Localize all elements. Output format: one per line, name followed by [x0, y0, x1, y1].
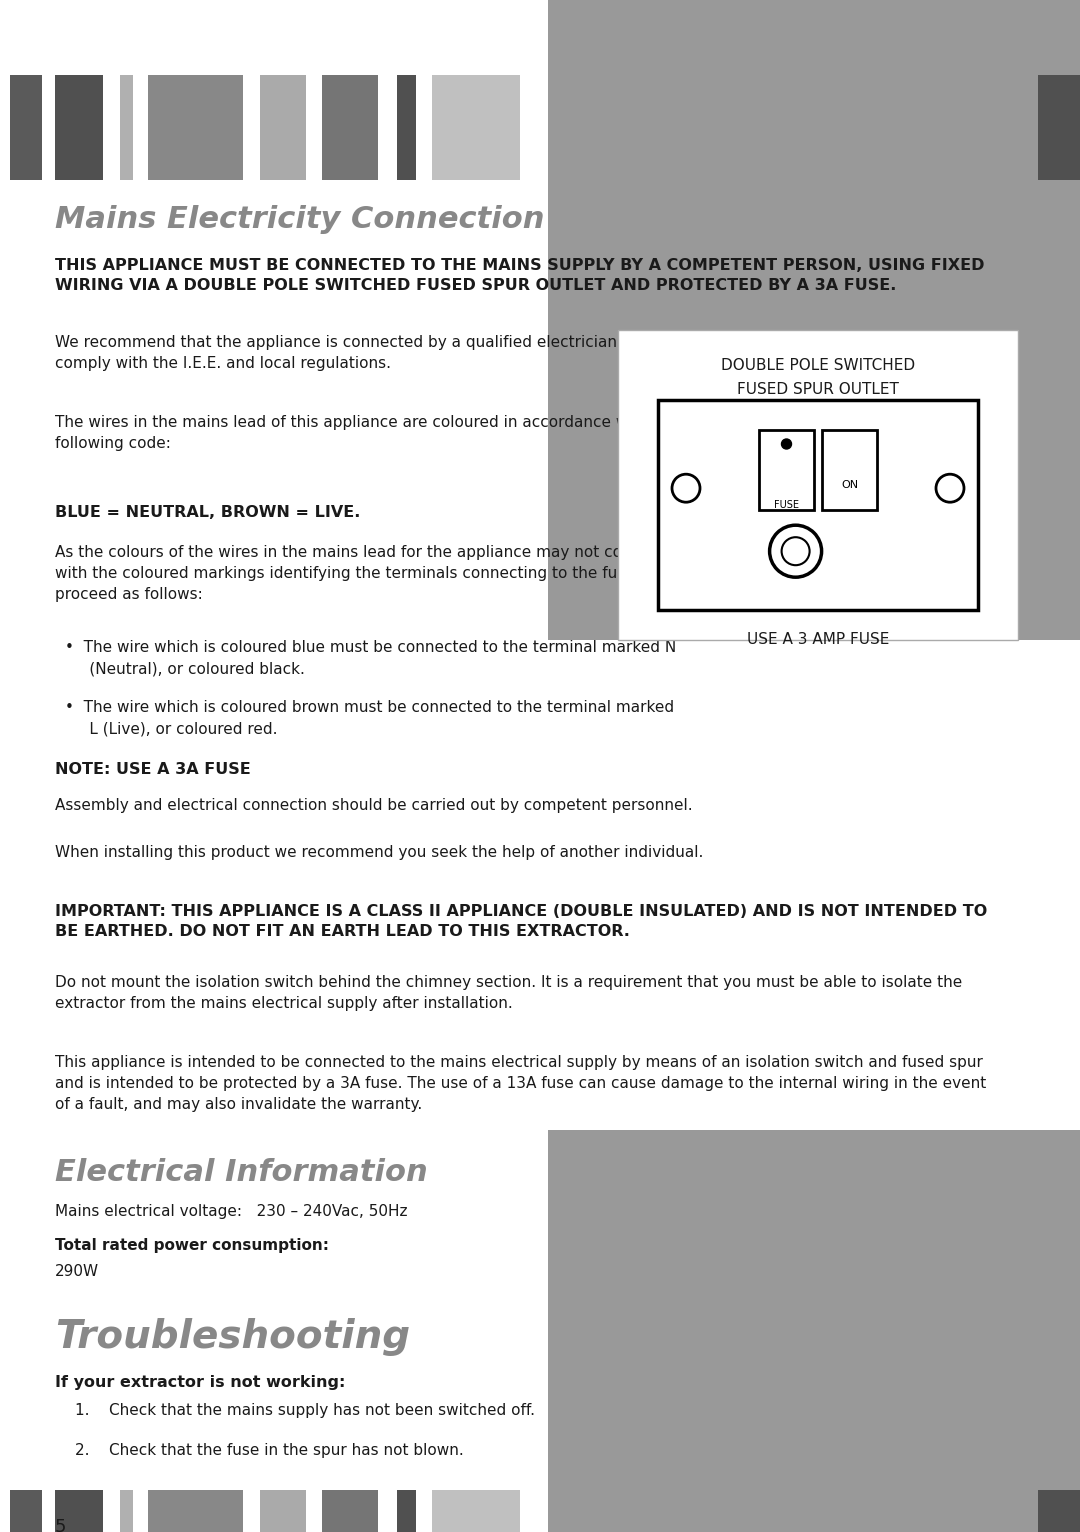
Text: If your extractor is not working:: If your extractor is not working:: [55, 1376, 346, 1390]
Bar: [1038, 1491, 1080, 1532]
Text: 2.    Check that the fuse in the spur has not blown.: 2. Check that the fuse in the spur has n…: [75, 1443, 463, 1458]
Bar: [55, 1491, 103, 1532]
Text: Electrical Information: Electrical Information: [55, 1158, 428, 1187]
Bar: [148, 75, 243, 179]
Bar: [322, 1491, 378, 1532]
Bar: [548, 1131, 1080, 1532]
Bar: [10, 1491, 42, 1532]
Bar: [10, 75, 42, 179]
Bar: [260, 1491, 306, 1532]
Text: Do not mount the isolation switch behind the chimney section. It is a requiremen: Do not mount the isolation switch behind…: [55, 974, 962, 1011]
Circle shape: [936, 475, 964, 502]
Text: 5: 5: [55, 1518, 67, 1532]
Bar: [1038, 75, 1080, 179]
Text: DOUBLE POLE SWITCHED: DOUBLE POLE SWITCHED: [721, 358, 915, 372]
Text: Troubleshooting: Troubleshooting: [55, 1318, 410, 1356]
Circle shape: [672, 475, 700, 502]
Text: BLUE = NEUTRAL, BROWN = LIVE.: BLUE = NEUTRAL, BROWN = LIVE.: [55, 506, 361, 519]
Text: ON: ON: [841, 480, 859, 490]
Bar: [759, 430, 814, 510]
Bar: [658, 400, 978, 610]
Bar: [260, 75, 306, 179]
Circle shape: [770, 525, 822, 578]
Text: THIS APPLIANCE MUST BE CONNECTED TO THE MAINS SUPPLY BY A COMPETENT PERSON, USIN: THIS APPLIANCE MUST BE CONNECTED TO THE …: [55, 257, 985, 293]
Text: When installing this product we recommend you seek the help of another individua: When installing this product we recommen…: [55, 846, 703, 859]
Circle shape: [782, 440, 792, 449]
Text: Mains electrical voltage:   230 – 240Vac, 50Hz: Mains electrical voltage: 230 – 240Vac, …: [55, 1204, 407, 1219]
Text: NOTE: USE A 3A FUSE: NOTE: USE A 3A FUSE: [55, 761, 251, 777]
Bar: [822, 430, 877, 510]
Bar: [548, 0, 1080, 640]
Bar: [120, 1491, 133, 1532]
Bar: [432, 75, 519, 179]
Text: This appliance is intended to be connected to the mains electrical supply by mea: This appliance is intended to be connect…: [55, 1056, 986, 1112]
Text: Mains Electricity Connection: Mains Electricity Connection: [55, 205, 544, 234]
Text: The wires in the mains lead of this appliance are coloured in accordance with th: The wires in the mains lead of this appl…: [55, 415, 678, 450]
Text: USE A 3 AMP FUSE: USE A 3 AMP FUSE: [746, 633, 889, 647]
Text: IMPORTANT: THIS APPLIANCE IS A CLASS II APPLIANCE (DOUBLE INSULATED) AND IS NOT : IMPORTANT: THIS APPLIANCE IS A CLASS II …: [55, 904, 987, 939]
Bar: [55, 75, 103, 179]
Text: 290W: 290W: [55, 1264, 99, 1279]
Bar: [120, 75, 133, 179]
Circle shape: [782, 538, 810, 565]
Bar: [618, 329, 1018, 640]
Text: 1.    Check that the mains supply has not been switched off.: 1. Check that the mains supply has not b…: [75, 1403, 535, 1419]
Text: We recommend that the appliance is connected by a qualified electrician, who is : We recommend that the appliance is conne…: [55, 336, 995, 371]
Text: •  The wire which is coloured brown must be connected to the terminal marked
   : • The wire which is coloured brown must …: [65, 700, 674, 735]
Bar: [548, 75, 748, 179]
Text: FUSED SPUR OUTLET: FUSED SPUR OUTLET: [737, 381, 899, 397]
Text: •  The wire which is coloured blue must be connected to the terminal marked N
  : • The wire which is coloured blue must b…: [65, 640, 676, 676]
Bar: [397, 75, 416, 179]
Text: FUSE: FUSE: [774, 499, 799, 510]
Text: Assembly and electrical connection should be carried out by competent personnel.: Assembly and electrical connection shoul…: [55, 798, 692, 813]
Bar: [397, 1491, 416, 1532]
Bar: [148, 1491, 243, 1532]
Text: Total rated power consumption:: Total rated power consumption:: [55, 1238, 329, 1253]
Bar: [322, 75, 378, 179]
Bar: [548, 1491, 748, 1532]
Bar: [432, 1491, 519, 1532]
Text: As the colours of the wires in the mains lead for the appliance may not correspo: As the colours of the wires in the mains…: [55, 545, 690, 602]
